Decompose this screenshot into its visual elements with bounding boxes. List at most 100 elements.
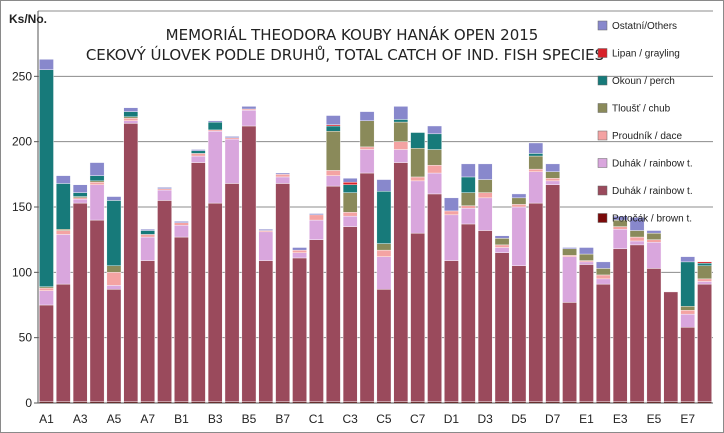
y-tick-label: 0: [25, 396, 32, 410]
bar-segment: [494, 252, 510, 402]
legend-label: Tloušť / chub: [612, 104, 671, 115]
x-tick-label: B3: [208, 412, 223, 426]
bar-segment: [528, 155, 544, 170]
bar-segment: [309, 239, 324, 402]
bar-A7: [140, 229, 155, 404]
legend-item: Lipan / grayling: [597, 48, 680, 60]
bar-segment: [191, 155, 206, 163]
x-tick-label: B7: [275, 412, 290, 426]
bar-C7: [410, 132, 425, 404]
bar-segment: [612, 215, 628, 221]
bar-segment: [123, 123, 139, 402]
x-tick-label: E1: [579, 412, 594, 426]
bar-segment: [410, 176, 425, 182]
bar-E6: [663, 291, 679, 404]
bar-segment: [326, 175, 341, 187]
bar-C3: [342, 178, 358, 404]
bar-segment: [39, 287, 54, 291]
bar-segment: [545, 180, 560, 185]
bar-segment: [680, 256, 695, 263]
bar-segment: [376, 191, 392, 244]
bar-B2: [191, 149, 206, 404]
bar-segment: [444, 260, 459, 402]
bar-segment: [697, 283, 712, 402]
bar-segment: [427, 172, 442, 195]
bar-segment: [494, 247, 510, 253]
legend-swatch: [597, 48, 608, 58]
bar-segment: [39, 290, 54, 306]
bar-segment: [629, 236, 645, 242]
bar-D5: [511, 193, 527, 404]
bar-segment: [123, 107, 139, 112]
bar-B6: [258, 229, 274, 404]
bar-segment: [89, 175, 105, 182]
bar-segment: [106, 200, 122, 267]
bar-segment: [511, 197, 527, 205]
y-tick-label: 200: [12, 135, 32, 149]
bar-segment: [579, 247, 594, 255]
bar-segment: [72, 184, 88, 193]
bar-C2: [326, 115, 341, 404]
bar-segment: [56, 283, 71, 402]
bar-segment: [207, 131, 223, 204]
bar-segment: [545, 178, 560, 182]
bar-segment: [326, 170, 341, 176]
bar-B7: [275, 172, 290, 404]
bar-segment: [410, 132, 425, 149]
bar-segment: [140, 230, 155, 235]
x-tick-label: E7: [680, 412, 695, 426]
bar-A1: [39, 59, 54, 404]
x-tick-label: E5: [647, 412, 662, 426]
bar-segment: [629, 217, 645, 231]
legend-swatch: [597, 20, 608, 31]
legend-swatch: [597, 185, 608, 196]
bar-D4: [494, 235, 510, 404]
bar-segment: [427, 125, 442, 135]
bar-segment: [393, 119, 409, 123]
bar-segment: [191, 162, 206, 402]
bar-segment: [562, 247, 577, 250]
bar-segment: [393, 162, 409, 402]
bar-C5: [376, 179, 392, 404]
bar-segment: [174, 222, 189, 226]
bar-segment: [477, 163, 493, 180]
x-tick-label: A7: [140, 412, 155, 426]
bar-segment: [612, 248, 628, 402]
bar-segment: [326, 185, 341, 402]
bar-segment: [579, 253, 594, 261]
legend-item: Ostatní/Others: [597, 20, 677, 32]
legend-item: Proudník / dace: [597, 130, 682, 142]
bar-segment: [292, 249, 307, 253]
bar-segment: [376, 243, 392, 251]
bar-segment: [89, 162, 105, 176]
bar-segment: [106, 289, 122, 402]
bar-segment: [461, 223, 476, 402]
legend-swatch: [597, 103, 608, 113]
bar-segment: [39, 69, 54, 287]
legend-swatch: [597, 158, 608, 168]
bar-segment: [157, 187, 172, 189]
bar-segment: [157, 200, 172, 402]
bar-segment: [342, 226, 358, 402]
bar-segment: [89, 181, 105, 185]
bar-segment: [292, 252, 307, 259]
bar-segment: [427, 193, 442, 402]
bar-B4: [224, 136, 240, 404]
bar-segment: [444, 197, 459, 212]
bar-segment: [275, 174, 290, 178]
bar-segment: [461, 163, 476, 178]
bar-segment: [140, 229, 155, 231]
bar-segment: [494, 235, 510, 239]
bar-segment: [562, 248, 577, 256]
bar-segment: [410, 232, 425, 402]
bar-segment: [545, 163, 560, 172]
bar-segment: [39, 59, 54, 70]
bar-segment: [56, 175, 71, 184]
bar-segment: [342, 184, 358, 193]
bar-segment: [579, 264, 594, 402]
bar-segment: [359, 111, 375, 121]
bar-A6: [123, 107, 139, 404]
bar-A4: [89, 162, 105, 404]
